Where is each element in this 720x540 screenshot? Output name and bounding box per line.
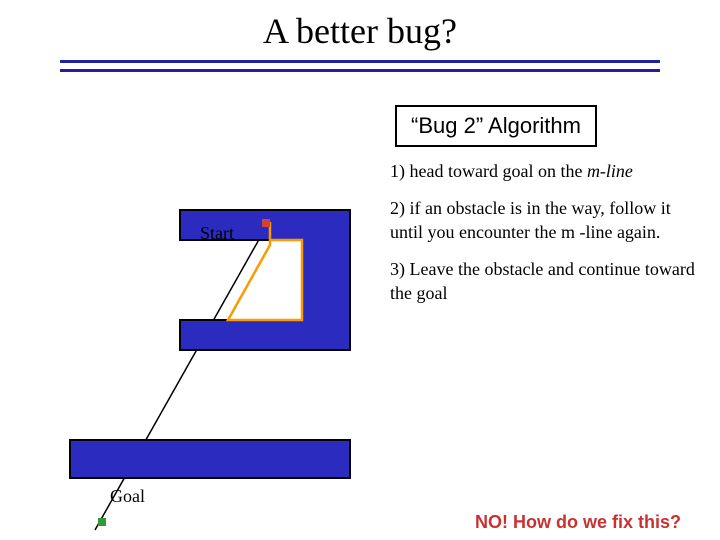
title-rule-1 <box>60 60 660 63</box>
step-1-text: 1) head toward goal on the <box>390 161 587 181</box>
title-rule-2 <box>60 69 660 72</box>
goal-label: Goal <box>110 486 145 507</box>
footer-question: NO! How do we fix this? <box>475 512 681 533</box>
step-1-mline: m-line <box>587 161 633 181</box>
start-marker <box>262 219 270 227</box>
goal-marker <box>98 518 106 526</box>
algorithm-name-box: “Bug 2” Algorithm <box>395 105 597 147</box>
step-1: 1) head toward goal on the m-line <box>390 160 695 183</box>
step-2: 2) if an obstacle is in the way, follow … <box>390 197 695 244</box>
step-3: 3) Leave the obstacle and continue towar… <box>390 258 695 305</box>
slide-title: A better bug? <box>0 10 720 52</box>
start-label: Start <box>200 223 234 244</box>
algorithm-steps: 1) head toward goal on the m-line 2) if … <box>390 160 695 319</box>
m-line <box>95 220 270 530</box>
obstacle-bar <box>70 440 350 478</box>
